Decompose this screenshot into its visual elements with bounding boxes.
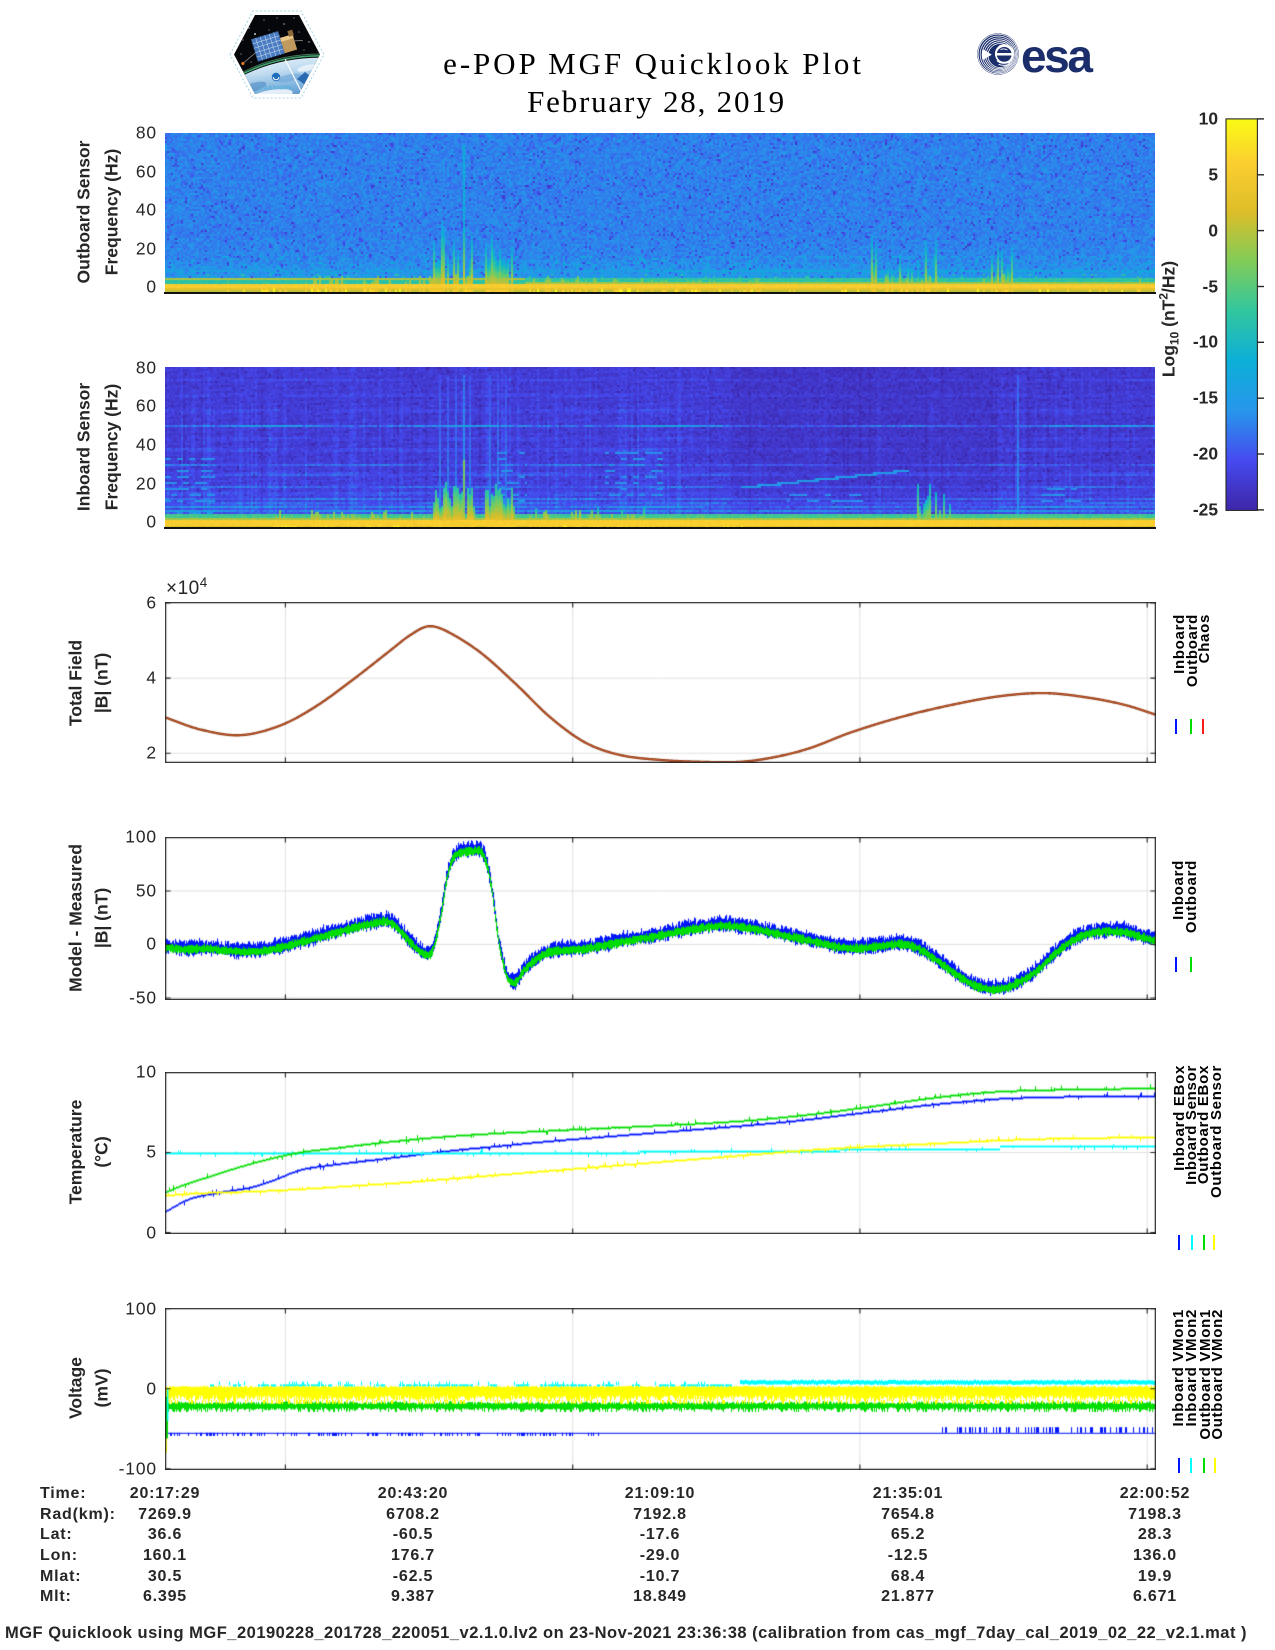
svg-text:esa: esa: [1021, 32, 1093, 78]
svg-text:CASSIOPE: CASSIOPE: [259, 86, 292, 92]
